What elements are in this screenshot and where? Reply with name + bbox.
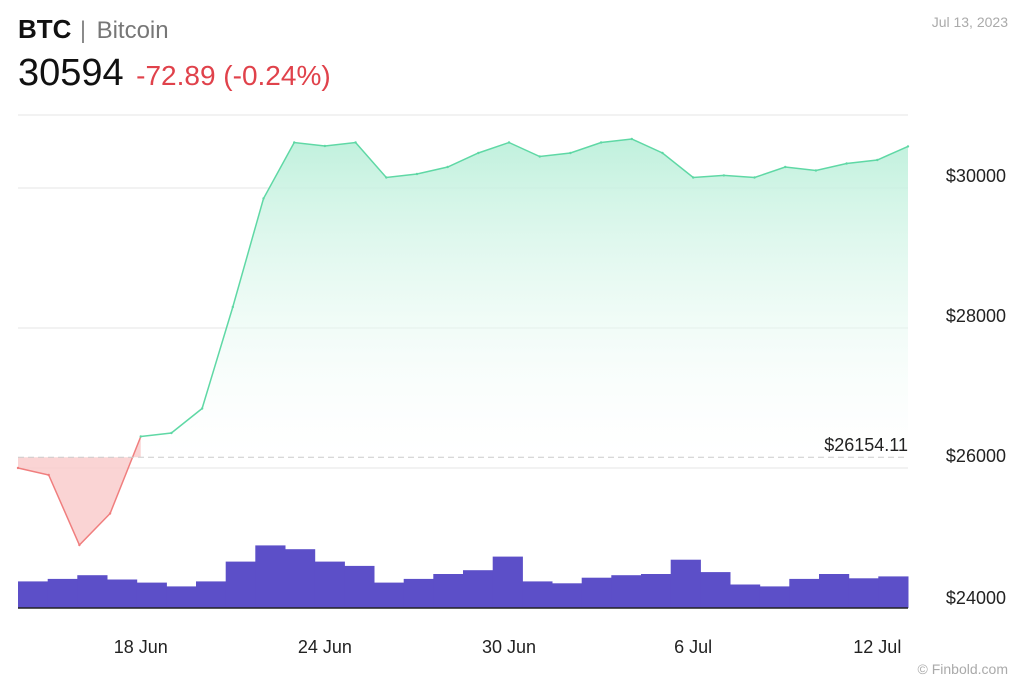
source-credit: © Finbold.com: [917, 661, 1008, 677]
price-fill-above-reference: [140, 139, 909, 458]
volume-bar: [285, 549, 316, 608]
price-point: [814, 169, 818, 172]
volume-bar: [166, 586, 197, 608]
reference-price-label: $26154.11: [824, 435, 908, 455]
price-point: [845, 162, 848, 165]
volume-bar: [522, 581, 553, 608]
price-point: [108, 512, 112, 515]
price-point: [630, 137, 633, 141]
price-area: [16, 137, 910, 547]
price-point: [415, 172, 419, 176]
volume-bar: [878, 576, 909, 608]
price-point: [784, 165, 787, 169]
price-point: [323, 144, 327, 148]
volume-bar: [374, 582, 405, 608]
price-point: [16, 466, 20, 470]
volume-bar: [136, 582, 167, 608]
volume-bar: [848, 578, 879, 608]
price-point: [507, 141, 511, 144]
price-point: [385, 176, 388, 179]
current-price: 30594: [18, 52, 124, 94]
volume-bar: [641, 574, 672, 608]
y-tick-label: $24000: [946, 588, 1006, 608]
volume-bar: [18, 581, 49, 608]
volume-bar: [492, 556, 523, 608]
price-point: [78, 543, 81, 547]
volume-bar: [552, 583, 583, 608]
y-tick-label: $26000: [946, 446, 1006, 466]
price-change: -72.89 (-0.24%): [136, 60, 331, 91]
x-tick-label: 18 Jun: [114, 637, 168, 657]
volume-bars: [18, 545, 909, 608]
volume-bar: [47, 578, 78, 608]
volume-bar: [611, 575, 642, 608]
volume-bar: [670, 559, 701, 608]
price-point: [354, 141, 357, 144]
price-point: [906, 145, 910, 148]
price-point: [477, 151, 480, 155]
volume-bar: [463, 570, 494, 608]
price-point: [446, 165, 449, 169]
price-point: [262, 197, 265, 200]
price-point: [753, 176, 756, 179]
price-point: [722, 174, 726, 177]
volume-bar: [77, 575, 108, 608]
volume-bar: [314, 561, 345, 608]
asset-name: Bitcoin: [96, 17, 169, 44]
price-point: [231, 305, 235, 309]
price-row: 30594 -72.89 (-0.24%): [18, 52, 331, 95]
y-axis-labels: $30000 $28000 $26000 $24000: [946, 166, 1006, 608]
ticker-symbol: BTC: [18, 14, 72, 44]
price-point: [599, 141, 603, 144]
volume-bar: [581, 577, 612, 608]
price-fill-below-reference: [18, 436, 141, 545]
price-point: [569, 151, 572, 155]
volume-bar: [344, 565, 375, 608]
y-tick-label: $30000: [946, 166, 1006, 186]
price-point: [661, 151, 664, 155]
chart-date: Jul 13, 2023: [931, 14, 1008, 30]
volume-bar: [196, 581, 227, 608]
volume-bar: [700, 572, 731, 608]
price-point: [293, 141, 296, 144]
x-tick-label: 24 Jun: [298, 637, 352, 657]
volume-bar: [433, 574, 464, 608]
y-tick-label: $28000: [946, 306, 1006, 326]
volume-bar: [819, 574, 850, 608]
volume-bar: [759, 586, 790, 608]
x-axis-labels: 18 Jun 24 Jun 30 Jun 6 Jul 12 Jul: [114, 637, 902, 657]
x-tick-label: 6 Jul: [674, 637, 712, 657]
header-title: BTC | Bitcoin: [18, 14, 169, 45]
price-point: [538, 155, 541, 158]
volume-bar: [789, 578, 820, 608]
price-point: [200, 407, 204, 410]
volume-bar: [255, 545, 286, 608]
price-point: [876, 158, 879, 162]
title-separator: |: [79, 17, 87, 44]
volume-bar: [403, 578, 434, 608]
price-point: [170, 431, 173, 435]
reference-line: $26154.11: [18, 435, 908, 458]
price-point: [139, 435, 142, 438]
volume-bar: [730, 584, 761, 608]
x-tick-label: 12 Jul: [853, 637, 901, 657]
price-point: [47, 473, 50, 477]
volume-bar: [225, 561, 256, 608]
price-line-above-reference: [140, 138, 909, 438]
volume-bar: [107, 579, 138, 608]
price-point: [691, 176, 695, 179]
x-tick-label: 30 Jun: [482, 637, 536, 657]
